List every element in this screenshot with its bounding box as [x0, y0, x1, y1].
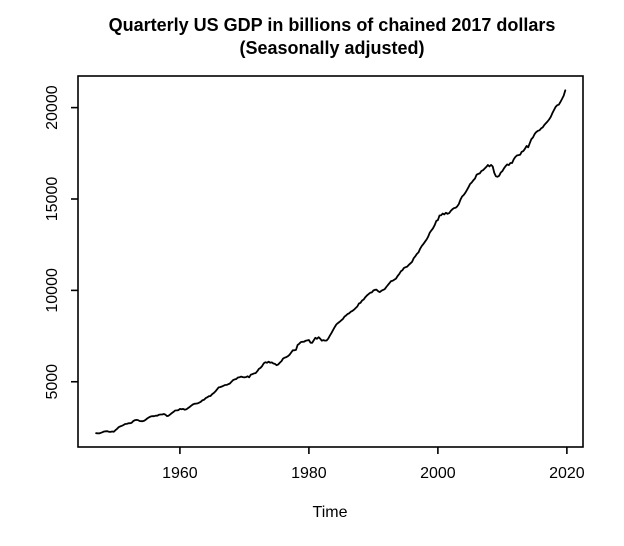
y-tick-label: 15000: [44, 177, 61, 222]
y-tick-label: 5000: [44, 364, 61, 400]
y-tick-label: 20000: [44, 85, 61, 130]
x-tick-label: 1960: [162, 465, 198, 482]
x-axis: 1960 1980 2000 2020: [162, 447, 585, 482]
x-tick-label: 2000: [420, 465, 456, 482]
x-tick-label: 1980: [291, 465, 327, 482]
gdp-series-line: [95, 89, 567, 435]
y-tick-label: 10000: [44, 268, 61, 313]
x-axis-title: Time: [313, 504, 348, 521]
x-tick-label: 2020: [549, 465, 585, 482]
y-axis: 5000 10000 15000 20000: [44, 85, 78, 400]
chart-title-line2: (Seasonally adjusted): [239, 38, 424, 58]
plot-box: [77, 75, 584, 448]
chart-title-line1: Quarterly US GDP in billions of chained …: [109, 15, 556, 35]
